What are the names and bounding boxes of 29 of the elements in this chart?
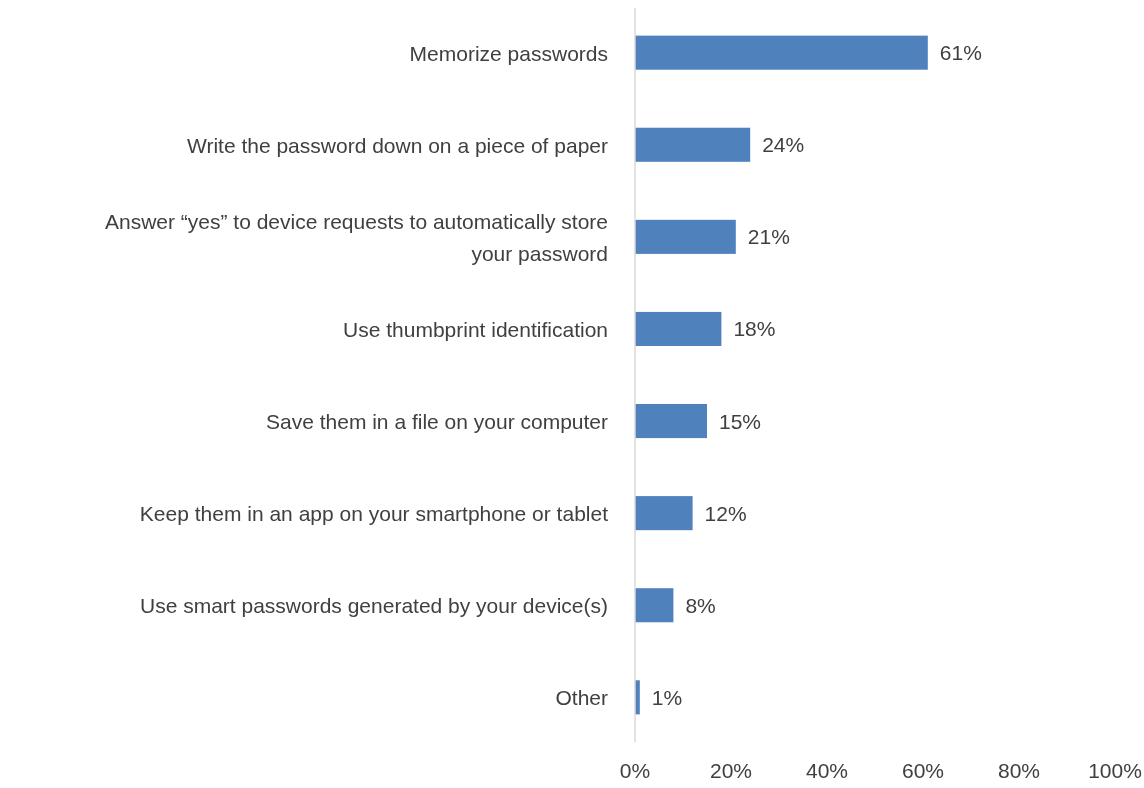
bar: [635, 127, 751, 162]
y-tick-label: Answer “yes” to device requests to automatically store your password: [104, 209, 608, 265]
y-tick-label: Memorize passwords: [409, 41, 608, 65]
bar: [635, 588, 674, 623]
x-tick-label: 40%: [805, 759, 849, 782]
x-tick-label: 60%: [901, 759, 945, 782]
bar: [635, 311, 722, 346]
x-tick-label: 100%: [1088, 759, 1142, 782]
y-tick-label: Use smart passwords generated by your device(s): [139, 593, 608, 617]
bar: [635, 496, 693, 531]
data-label: 12%: [704, 501, 747, 525]
bar: [635, 404, 707, 439]
bar: [635, 219, 736, 254]
x-tick-label: 80%: [997, 759, 1041, 782]
data-label: 8%: [685, 593, 716, 617]
bar: [635, 35, 928, 70]
y-tick-label: Save them in a file on your computer: [265, 409, 608, 433]
y-tick-label: Other: [555, 685, 608, 709]
data-label: 15%: [719, 409, 762, 433]
y-tick-label: Use thumbprint identification: [343, 317, 608, 341]
data-label: 18%: [733, 317, 776, 341]
x-tick-label: 20%: [709, 759, 753, 782]
y-tick-label: Keep them in an app on your smartphone or tablet: [139, 501, 609, 525]
y-tick-label: Write the password down on a piece of paper: [186, 133, 608, 157]
x-tick-label: 0%: [619, 759, 651, 782]
data-label: 24%: [762, 133, 805, 157]
data-label: 21%: [747, 225, 790, 249]
data-label: 1%: [651, 685, 683, 709]
data-label: 61%: [939, 41, 982, 65]
